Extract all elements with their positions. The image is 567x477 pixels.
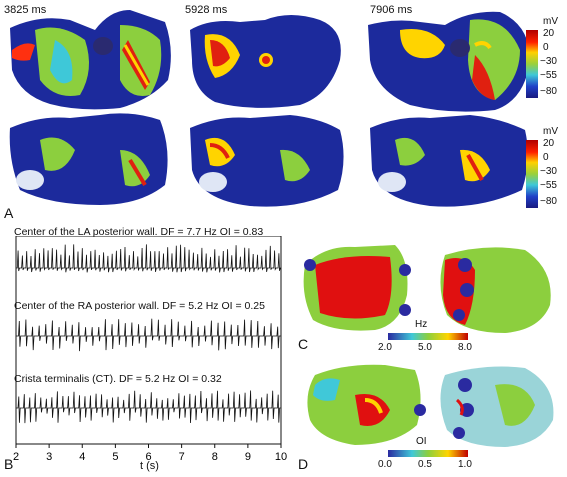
panel-cd-maps (303, 245, 554, 457)
colorbar-mv-bottom (526, 140, 538, 208)
trace-ra (16, 318, 281, 352)
heart-map-top-3 (368, 11, 530, 112)
panel-letter-b: B (4, 456, 14, 472)
colorbar-hz (388, 333, 468, 340)
colorbar-tick-bottom-3: −55 (540, 180, 557, 191)
panel-letter-d: D (298, 456, 309, 472)
oi-map-1 (307, 364, 426, 445)
colorbar-tick-bottom-0: 20 (543, 138, 555, 149)
heart-map-bottom-1 (9, 113, 168, 205)
x-tick-label: 6 (145, 451, 151, 463)
colorbar-tick-top-4: −80 (540, 86, 557, 97)
colorbar-tick-bottom-4: −80 (540, 196, 557, 207)
trace-title-la: Center of the LA posterior wall. DF = 7.… (14, 226, 264, 238)
trace-la (16, 244, 281, 273)
x-tick-label: 7 (179, 451, 185, 463)
x-tick-label: 8 (212, 451, 218, 463)
colorbar-tick-bottom-1: 0 (543, 152, 549, 163)
colorbar-unit-bottom: mV (543, 126, 558, 137)
heart-map-top-2 (190, 15, 341, 108)
trace-ra-signal (16, 318, 281, 352)
colorbar-tick-top-2: −30 (540, 56, 557, 67)
df-map-1 (303, 245, 411, 331)
colorbar-tick-top-3: −55 (540, 70, 557, 81)
x-tick-label: 4 (79, 451, 85, 463)
colorbar-tick-top-1: 0 (543, 42, 549, 53)
heart-map-bottom-2 (190, 115, 344, 207)
panel-b-traces: 2 3 4 5 6 7 8 9 10 (13, 236, 287, 463)
colorbar-hz-tick-1: 5.0 (418, 342, 432, 353)
time-label-1: 3825 ms (4, 4, 47, 16)
colorbar-oi-tick-2: 1.0 (458, 459, 472, 470)
colorbar-oi-tick-1: 0.5 (418, 459, 432, 470)
x-tick-label: 10 (275, 451, 287, 463)
heart-map-bottom-3 (370, 115, 528, 207)
panel-a-heart-maps (9, 10, 538, 208)
panel-letter-c: C (298, 336, 309, 352)
x-tick-label: 5 (112, 451, 118, 463)
colorbar-oi (388, 450, 468, 457)
oi-map-2 (440, 366, 554, 447)
colorbar-hz-unit: Hz (415, 319, 428, 330)
x-tick-label: 3 (46, 451, 52, 463)
x-tick-label: 2 (13, 451, 19, 463)
trace-la-signal (16, 244, 281, 273)
colorbar-oi-unit: OI (416, 436, 427, 447)
trace-ct-signal (16, 390, 281, 424)
colorbar-hz-tick-0: 2.0 (378, 342, 392, 353)
time-label-3: 7906 ms (370, 4, 413, 16)
x-axis-ticks: 2 3 4 5 6 7 8 9 10 (13, 444, 287, 463)
colorbar-hz-tick-2: 8.0 (458, 342, 472, 353)
trace-title-ct: Crista terminalis (CT). DF = 5.2 Hz OI =… (14, 373, 222, 385)
colorbar-tick-bottom-2: −30 (540, 166, 557, 177)
trace-title-ra: Center of the RA posterior wall. DF = 5.… (14, 300, 265, 312)
heart-map-top-1 (10, 10, 171, 110)
trace-ct (16, 390, 281, 424)
x-tick-label: 9 (245, 451, 251, 463)
colorbar-mv-top (526, 30, 538, 98)
colorbar-unit-top: mV (543, 16, 558, 27)
time-label-2: 5928 ms (185, 4, 228, 16)
df-map-2 (440, 247, 551, 333)
x-axis-label: t (s) (140, 460, 159, 472)
panel-letter-a: A (4, 205, 14, 221)
colorbar-tick-top-0: 20 (543, 28, 555, 39)
colorbar-oi-tick-0: 0.0 (378, 459, 392, 470)
